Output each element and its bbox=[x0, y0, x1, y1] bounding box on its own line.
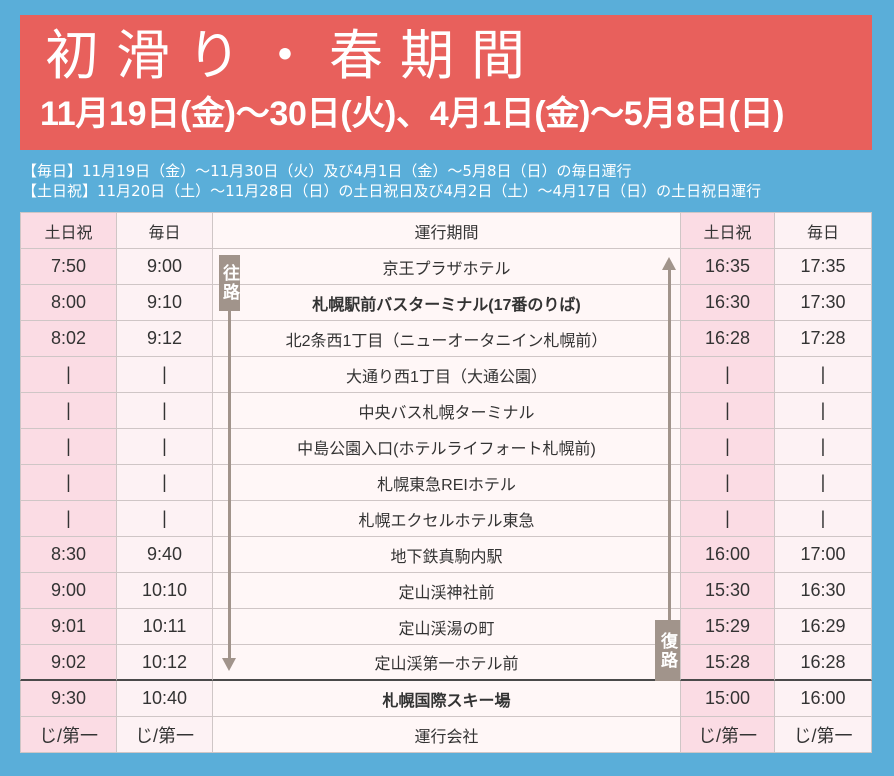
outbound-weekend-time: 8:30 bbox=[20, 537, 117, 573]
outbound-weekend-time: | bbox=[20, 357, 117, 393]
return-daily-time: 16:00 bbox=[775, 681, 872, 717]
stop-name: 札幌駅前バスターミナル(17番のりば) bbox=[213, 285, 681, 321]
stop-name: 中央バス札幌ターミナル bbox=[213, 393, 681, 429]
outbound-weekend-time: 7:50 bbox=[20, 249, 117, 285]
return-daily-time: 17:28 bbox=[775, 321, 872, 357]
stop-name: 札幌エクセルホテル東急 bbox=[213, 501, 681, 537]
return-weekend-time: 16:00 bbox=[681, 537, 775, 573]
outbound-daily-time: | bbox=[117, 501, 213, 537]
stop-name: 定山渓神社前 bbox=[213, 573, 681, 609]
title-banner: 初滑り・春期間 11月19日(金)～30日(火)、4月1日(金)～5月8日(日) bbox=[20, 15, 872, 150]
arrow-down-icon bbox=[222, 658, 236, 671]
return-weekend-time: | bbox=[681, 393, 775, 429]
stop-name: 定山渓第一ホテル前 bbox=[213, 645, 681, 681]
return-weekend-operator: じ/第一 bbox=[681, 717, 775, 753]
outbound-weekend-time: 8:00 bbox=[20, 285, 117, 321]
return-weekend-time: 16:30 bbox=[681, 285, 775, 321]
outbound-daily-time: 9:12 bbox=[117, 321, 213, 357]
outbound-daily-time: 10:40 bbox=[117, 681, 213, 717]
outbound-weekend-time: | bbox=[20, 393, 117, 429]
banner-period: 11月19日(金)～30日(火)、4月1日(金)～5月8日(日) bbox=[40, 95, 785, 133]
return-weekend-time: | bbox=[681, 501, 775, 537]
operator-label: 運行会社 bbox=[213, 717, 681, 753]
stop-name-destination: 札幌国際スキー場 bbox=[213, 681, 681, 717]
outbound-weekend-time: 8:02 bbox=[20, 321, 117, 357]
return-weekend-time: | bbox=[681, 465, 775, 501]
outbound-label: 往路 bbox=[219, 255, 240, 311]
return-daily-time: 17:00 bbox=[775, 537, 872, 573]
outbound-daily-time: | bbox=[117, 393, 213, 429]
weekend-service-note: 【土日祝】11月20日（土）～11月28日（日）の土日祝日及び4月2日（土）～4… bbox=[22, 182, 762, 200]
return-weekend-time: | bbox=[681, 429, 775, 465]
timetable: 土日祝 毎日 運行期間 土日祝 毎日 7:50 9:00 京王プラザホテル 16… bbox=[20, 212, 872, 753]
return-daily-time: 17:35 bbox=[775, 249, 872, 285]
return-arrow-line bbox=[668, 269, 671, 621]
return-daily-time: 16:29 bbox=[775, 609, 872, 645]
header-outbound-daily: 毎日 bbox=[117, 212, 213, 249]
return-daily-time: 16:28 bbox=[775, 645, 872, 681]
return-daily-operator: じ/第一 bbox=[775, 717, 872, 753]
outbound-daily-time: 9:10 bbox=[117, 285, 213, 321]
outbound-daily-time: | bbox=[117, 429, 213, 465]
return-weekend-time: | bbox=[681, 357, 775, 393]
header-return-daily: 毎日 bbox=[775, 212, 872, 249]
outbound-weekend-time: 9:30 bbox=[20, 681, 117, 717]
outbound-weekend-operator: じ/第一 bbox=[20, 717, 117, 753]
outbound-daily-time: 9:40 bbox=[117, 537, 213, 573]
stop-name: 定山渓湯の町 bbox=[213, 609, 681, 645]
stop-name: 中島公園入口(ホテルライフォート札幌前) bbox=[213, 429, 681, 465]
outbound-daily-time: | bbox=[117, 357, 213, 393]
return-weekend-time: 15:00 bbox=[681, 681, 775, 717]
outbound-weekend-time: 9:01 bbox=[20, 609, 117, 645]
return-weekend-time: 15:30 bbox=[681, 573, 775, 609]
stop-name: 京王プラザホテル bbox=[213, 249, 681, 285]
outbound-daily-time: 10:12 bbox=[117, 645, 213, 681]
return-daily-time: 17:30 bbox=[775, 285, 872, 321]
outbound-weekend-time: 9:00 bbox=[20, 573, 117, 609]
return-weekend-time: 16:35 bbox=[681, 249, 775, 285]
banner-title: 初滑り・春期間 bbox=[45, 24, 542, 87]
outbound-weekend-time: | bbox=[20, 429, 117, 465]
outbound-daily-time: | bbox=[117, 465, 213, 501]
stop-name: 北2条西1丁目（ニューオータニイン札幌前） bbox=[213, 321, 681, 357]
return-weekend-time: 15:29 bbox=[681, 609, 775, 645]
return-weekend-time: 16:28 bbox=[681, 321, 775, 357]
header-return-weekend: 土日祝 bbox=[681, 212, 775, 249]
return-daily-time: | bbox=[775, 501, 872, 537]
outbound-weekend-time: | bbox=[20, 465, 117, 501]
daily-service-note: 【毎日】11月19日（金）～11月30日（火）及び4月1日（金）～5月8日（日）… bbox=[22, 162, 632, 180]
return-daily-time: | bbox=[775, 357, 872, 393]
return-daily-time: 16:30 bbox=[775, 573, 872, 609]
return-daily-time: | bbox=[775, 429, 872, 465]
header-operation-period: 運行期間 bbox=[213, 212, 681, 249]
service-notes: 【毎日】11月19日（金）～11月30日（火）及び4月1日（金）～5月8日（日）… bbox=[22, 161, 882, 201]
outbound-daily-time: 9:00 bbox=[117, 249, 213, 285]
outbound-daily-operator: じ/第一 bbox=[117, 717, 213, 753]
return-label: 復路 bbox=[655, 620, 680, 681]
return-daily-time: | bbox=[775, 465, 872, 501]
arrow-up-icon bbox=[662, 257, 676, 270]
stop-name: 地下鉄真駒内駅 bbox=[213, 537, 681, 573]
stop-name: 札幌東急REIホテル bbox=[213, 465, 681, 501]
return-weekend-time: 15:28 bbox=[681, 645, 775, 681]
outbound-arrow-line bbox=[228, 311, 231, 661]
outbound-daily-time: 10:10 bbox=[117, 573, 213, 609]
outbound-weekend-time: | bbox=[20, 501, 117, 537]
stop-name: 大通り西1丁目（大通公園） bbox=[213, 357, 681, 393]
header-outbound-weekend: 土日祝 bbox=[20, 212, 117, 249]
outbound-daily-time: 10:11 bbox=[117, 609, 213, 645]
outbound-weekend-time: 9:02 bbox=[20, 645, 117, 681]
return-daily-time: | bbox=[775, 393, 872, 429]
